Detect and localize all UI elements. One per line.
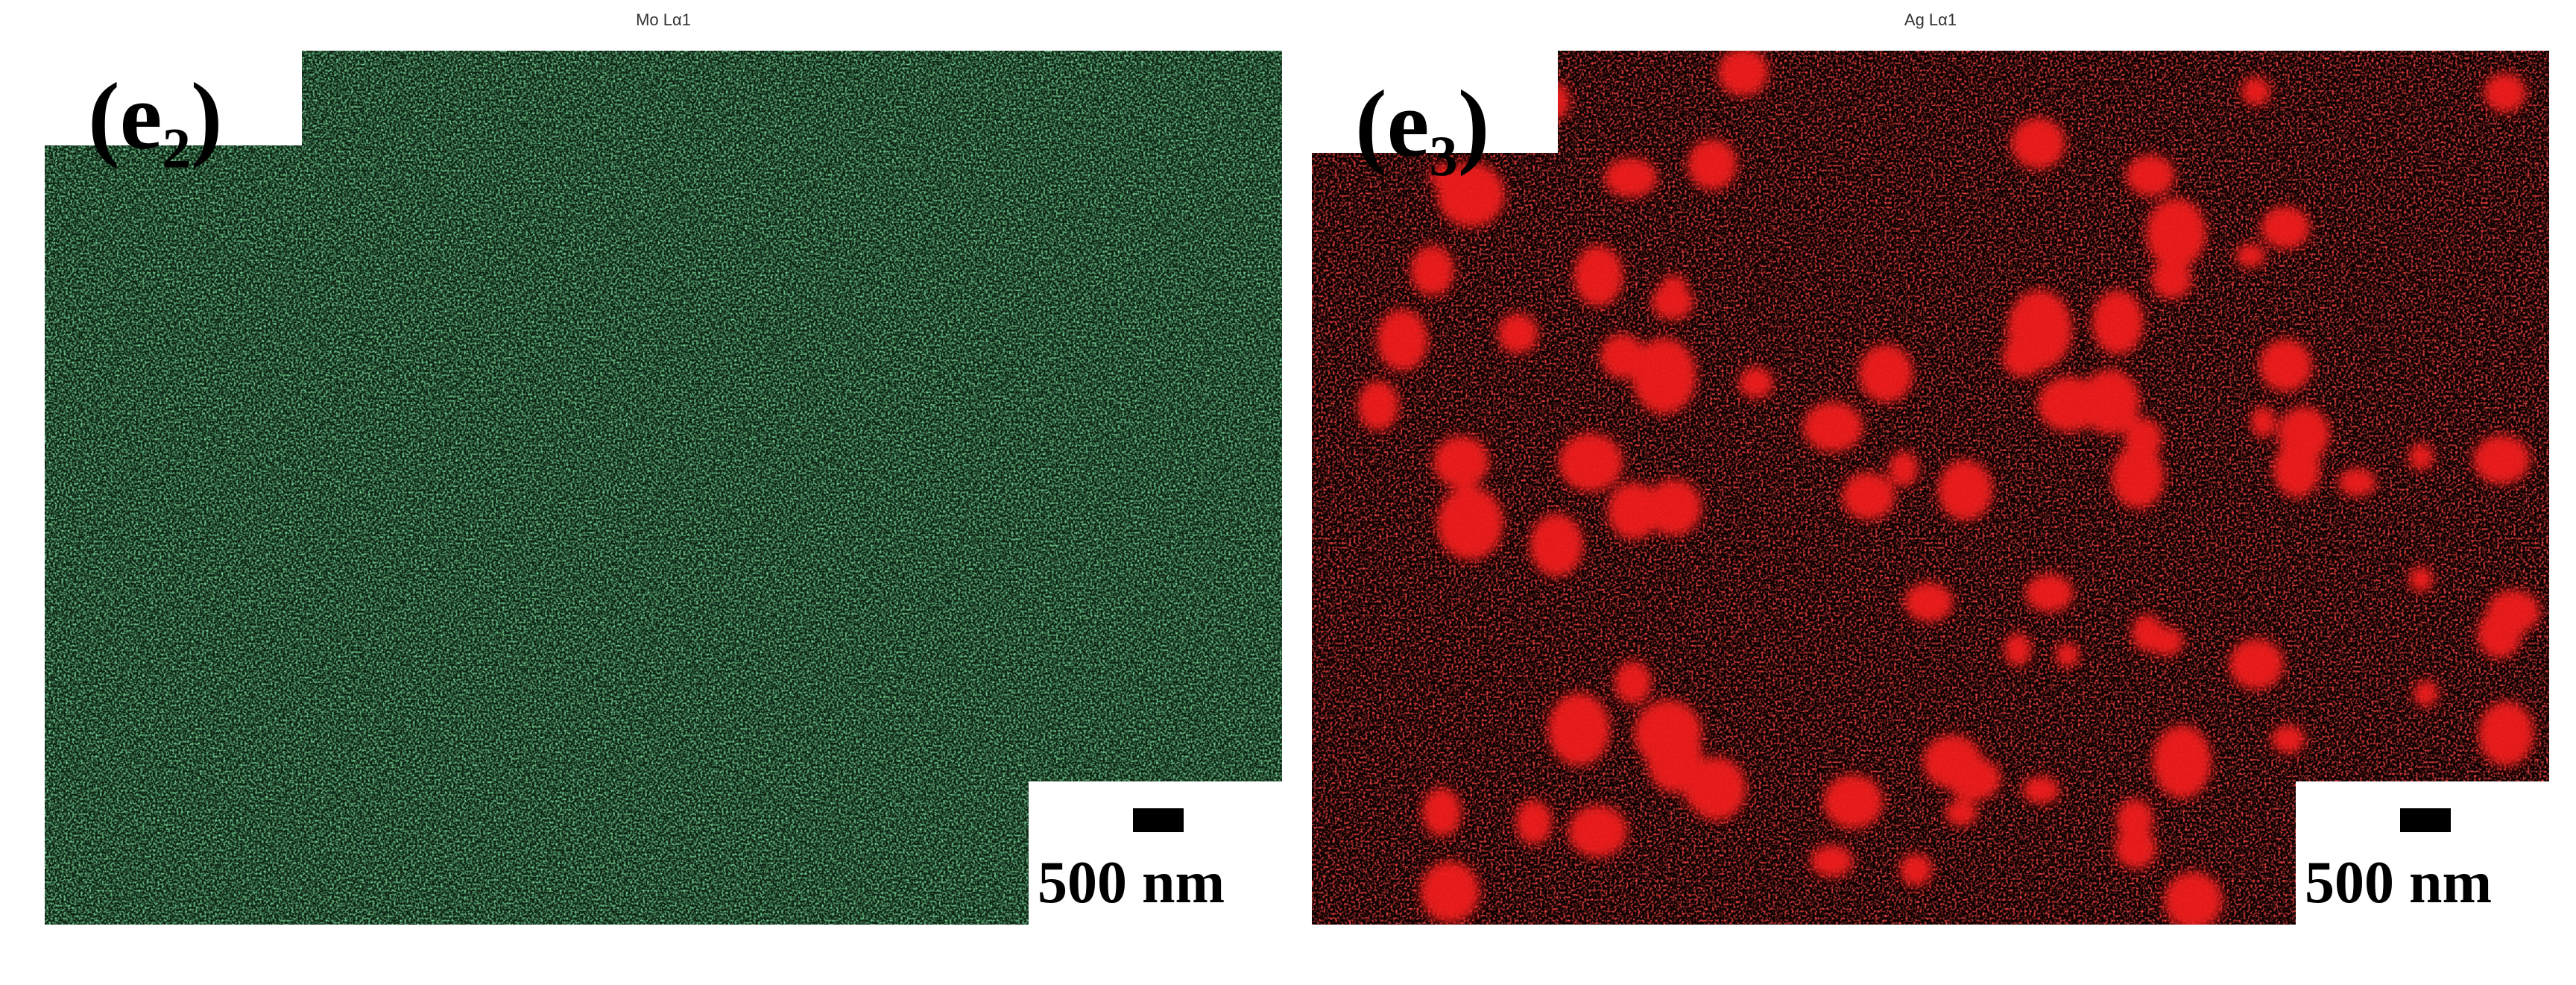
ag-particle	[2260, 206, 2311, 250]
ag-particle	[1614, 661, 1652, 705]
ag-particle	[1842, 472, 1895, 520]
ag-particle	[2145, 198, 2207, 269]
ag-particle	[2484, 72, 2527, 113]
ag-particle	[1661, 274, 1688, 297]
ag-particle	[2250, 406, 2276, 438]
ag-particle	[1604, 157, 1658, 198]
ag-particle	[2115, 827, 2157, 869]
scale-bar-label: 500 nm	[2305, 850, 2493, 916]
ag-particle	[2150, 260, 2192, 300]
ag-elemental-map	[1312, 51, 2549, 925]
ag-particle	[2413, 680, 2439, 708]
ag-particle	[2408, 443, 2434, 471]
ag-particle	[1631, 337, 1697, 415]
ag-particle	[2022, 775, 2060, 805]
ag-particle	[1922, 734, 1983, 789]
ag-particle	[2007, 289, 2073, 370]
ag-particle	[1645, 479, 1702, 536]
scale-bar-line	[1133, 808, 1184, 832]
ag-particle	[1436, 486, 1504, 561]
ag-particle	[1945, 799, 1978, 827]
ag-particle	[1558, 432, 1623, 492]
ag-particle	[1688, 756, 1746, 821]
ag-particle	[1810, 844, 1854, 878]
ag-particle	[1899, 853, 1933, 887]
ag-particle	[1607, 482, 1661, 540]
ag-particle	[1600, 333, 1645, 380]
ag-particle	[2487, 589, 2541, 634]
ag-particle	[1420, 860, 1480, 923]
scale-bar-label: 500 nm	[1038, 850, 1225, 916]
ag-particle	[2241, 76, 2271, 107]
scale-bar-line	[2400, 808, 2451, 832]
ag-particle	[2126, 154, 2176, 197]
ag-particle	[1802, 401, 1863, 453]
ag-particle	[1573, 245, 1624, 307]
ag-particle	[2270, 724, 2305, 754]
ag-particle	[2092, 289, 2144, 355]
panel-label: (e₃)	[1355, 71, 1490, 177]
ag-particle	[2055, 642, 2080, 668]
map-title: Mo Lα1	[636, 10, 691, 29]
ag-particle	[2010, 117, 2066, 169]
panel-label-box: (e₂)	[45, 0, 302, 164]
ag-particle	[1937, 459, 1993, 521]
ag-particle	[1433, 435, 1490, 488]
ag-particle	[1515, 799, 1553, 846]
ag-particle	[1808, 417, 1833, 439]
ag-particle	[2337, 468, 2377, 497]
ag-particle	[2152, 725, 2212, 799]
ag-particle	[1858, 344, 1914, 403]
ag-particle	[2229, 638, 2285, 690]
ag-map-panel: Ag Lα1 (e₃) 500 nm	[1312, 0, 2549, 925]
ag-particle	[1547, 692, 1611, 767]
ag-particle	[1568, 805, 1628, 858]
ag-particle	[1376, 309, 1429, 371]
mo-elemental-map	[45, 51, 1282, 925]
mo-map-panel: Mo Lα1 (e₂) 500 nm	[45, 0, 1282, 925]
ag-particle	[2164, 871, 2223, 925]
ag-particle	[1646, 723, 1703, 793]
scale-bar: 500 nm	[1029, 781, 1282, 925]
ag-particle	[2024, 573, 2074, 613]
ag-particle	[1904, 582, 1954, 623]
ag-particle	[2111, 444, 2165, 509]
ag-particle	[2472, 435, 2531, 485]
ag-particle	[2478, 700, 2534, 767]
ag-particle	[2037, 376, 2101, 432]
ag-particle	[2408, 566, 2434, 593]
ag-particle	[1888, 450, 1919, 487]
ag-particle	[2235, 243, 2266, 268]
ag-particle	[1357, 380, 1400, 431]
ag-particle	[1530, 513, 1584, 577]
ag-particle	[2004, 632, 2032, 667]
ag-particle	[2258, 339, 2313, 392]
ag-particle	[1497, 312, 1538, 354]
ag-particle	[1822, 774, 1884, 829]
ag-particle	[2147, 626, 2185, 657]
ag-particle	[1717, 51, 1769, 97]
ag-particle	[2277, 406, 2331, 462]
ag-particle	[1738, 366, 1774, 399]
map-title: Ag Lα1	[1904, 10, 1957, 29]
panel-label-box: (e₃)	[1312, 0, 1558, 171]
scale-bar: 500 nm	[2296, 781, 2549, 925]
ag-particle	[1421, 787, 1462, 837]
ag-particle	[1436, 162, 1506, 227]
ag-particle	[1410, 245, 1455, 296]
ag-particle	[1687, 139, 1737, 191]
ag-particle	[2124, 418, 2163, 459]
panel-label: (e₂)	[88, 63, 223, 169]
